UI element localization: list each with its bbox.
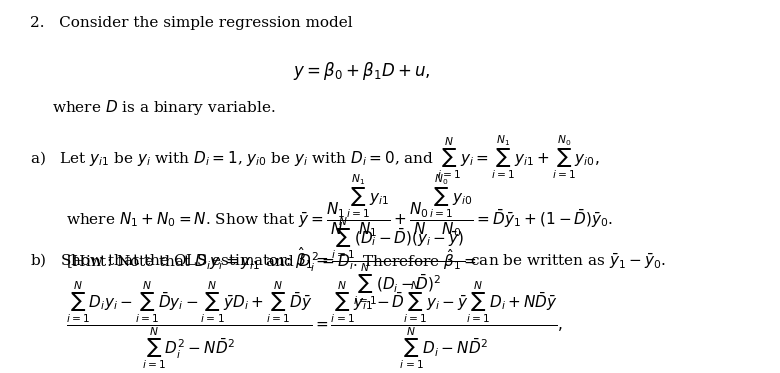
Text: b)   Show that the OLS estimator: $\hat{\beta}_1 = \dfrac{\sum_{i=1}^{N}(D_i - \: b) Show that the OLS estimator: $\hat{\b… — [30, 216, 666, 307]
Text: where $N_1 + N_0 = N$. Show that $\bar{y} = \dfrac{N_1}{N}\dfrac{\sum_{i=1}^{N_1: where $N_1 + N_0 = N$. Show that $\bar{y… — [66, 172, 614, 239]
Text: $y = \beta_0 + \beta_1 D + u,$: $y = \beta_0 + \beta_1 D + u,$ — [293, 60, 431, 82]
Text: $\dfrac{\sum_{i=1}^{N} D_iy_i - \sum_{i=1}^{N} \bar{D}y_i - \sum_{i=1}^{N} \bar{: $\dfrac{\sum_{i=1}^{N} D_iy_i - \sum_{i=… — [66, 280, 563, 372]
Text: 2.   Consider the simple regression model: 2. Consider the simple regression model — [30, 16, 353, 30]
Text: [Hint: Note that $D_iy_i = y_{i1}$ and $D_i^2 = D_i$. Therefore $\hat{\beta}_1 =: [Hint: Note that $D_iy_i = y_{i1}$ and $… — [66, 248, 477, 274]
Text: a)   Let $y_{i1}$ be $y_i$ with $D_i = 1$, $y_{i0}$ be $y_i$ with $D_i = 0$, and: a) Let $y_{i1}$ be $y_i$ with $D_i = 1$,… — [30, 134, 600, 181]
Text: where $D$ is a binary variable.: where $D$ is a binary variable. — [52, 97, 275, 116]
